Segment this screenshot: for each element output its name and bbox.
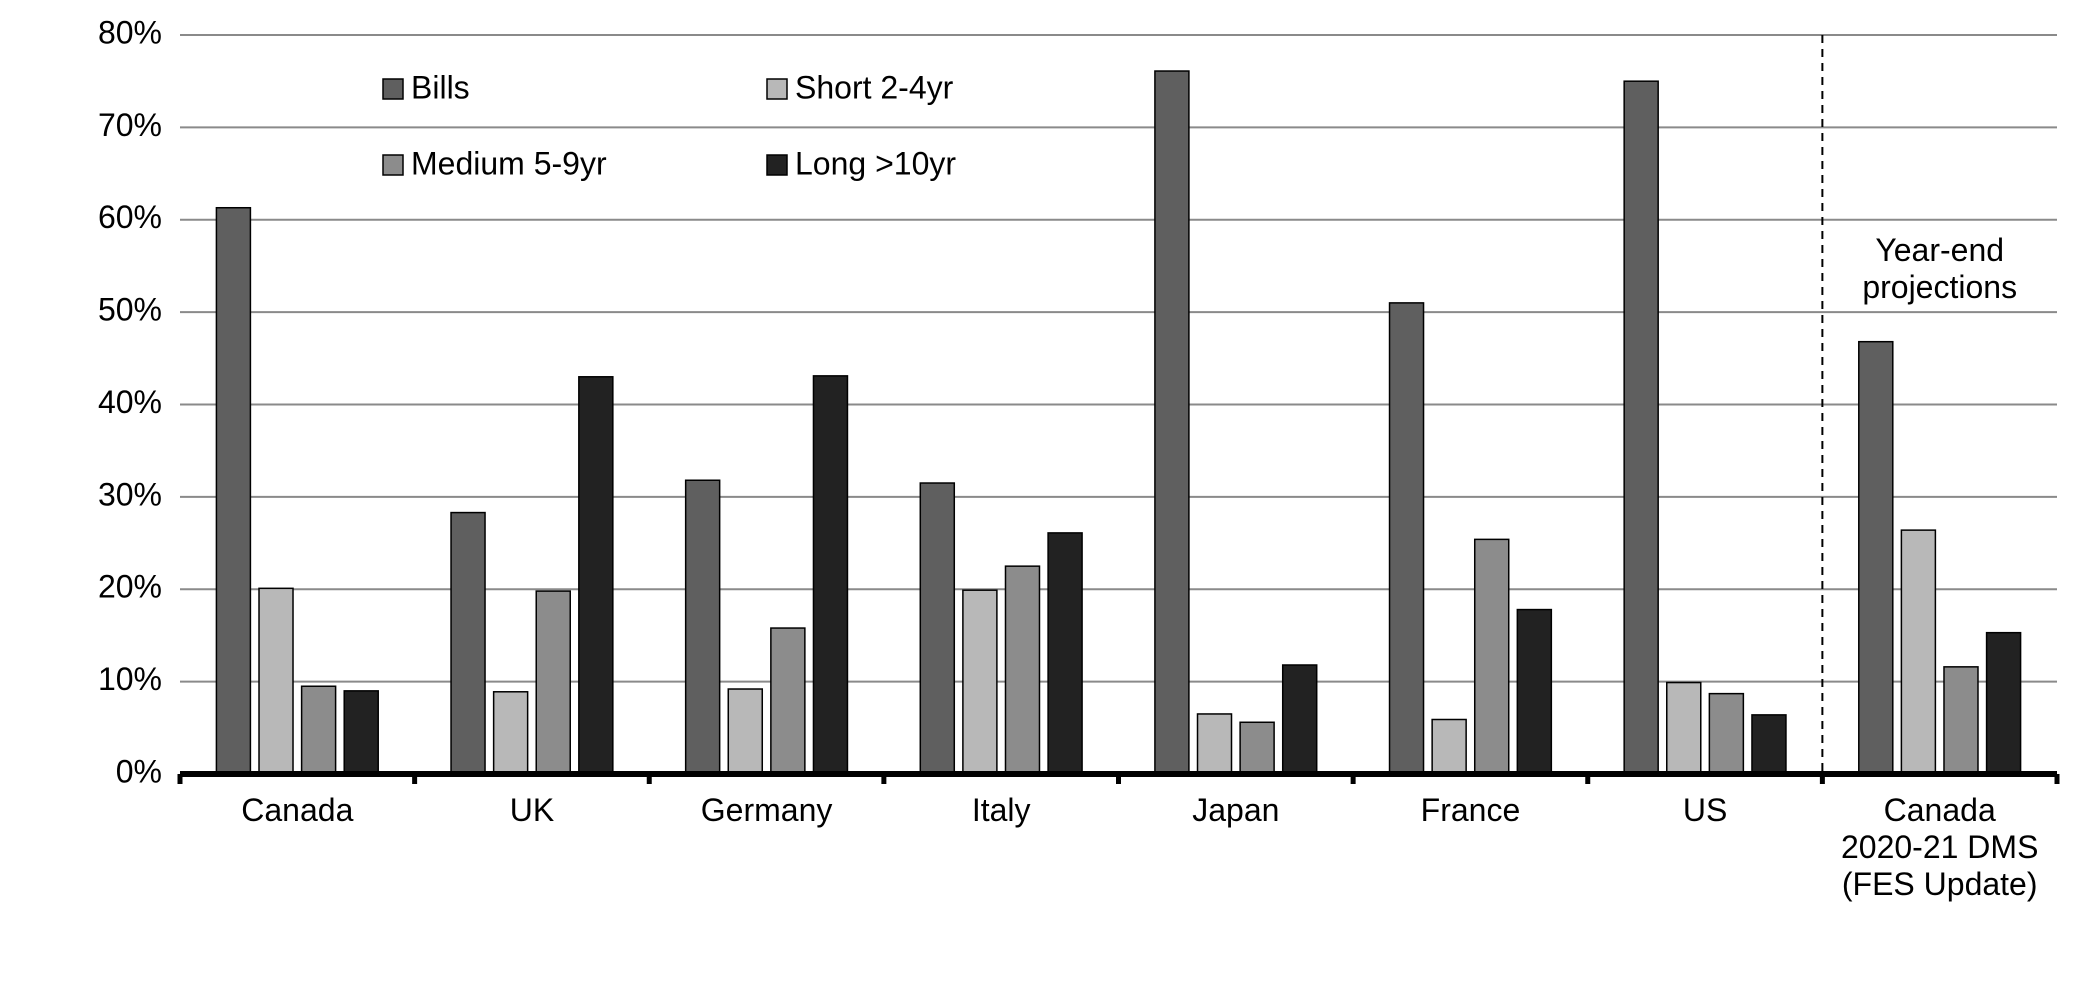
bar — [450, 511, 486, 775]
bar — [1751, 714, 1787, 775]
bar — [1154, 70, 1190, 775]
bar — [1943, 666, 1979, 775]
bar — [1708, 692, 1745, 775]
y-tick-label: 30% — [98, 476, 162, 512]
y-tick-label: 50% — [98, 292, 162, 328]
y-tick-label: 60% — [98, 199, 162, 235]
bar — [343, 690, 379, 775]
bar — [727, 688, 764, 775]
annotation: Year-end projections — [1862, 232, 2018, 305]
legend-swatch — [382, 78, 404, 100]
y-tick-label: 20% — [98, 569, 162, 605]
bar — [1623, 80, 1659, 775]
bar — [1281, 664, 1318, 775]
bar — [492, 691, 529, 775]
y-tick-label: 40% — [98, 384, 162, 420]
bar — [535, 590, 571, 775]
bar — [300, 685, 337, 775]
legend-swatch — [766, 78, 788, 100]
y-tick-label: 70% — [98, 107, 162, 143]
bar — [962, 589, 998, 775]
bar — [1431, 718, 1467, 775]
legend-label: Long >10yr — [795, 145, 956, 181]
x-tick-label: Canada 2020-21 DMS (FES Update) — [1840, 792, 2039, 902]
bar — [215, 206, 252, 775]
bar — [919, 482, 956, 775]
y-tick-label: 0% — [116, 753, 162, 789]
bar — [770, 627, 806, 775]
legend-label: Short 2-4yr — [795, 69, 954, 105]
x-tick-label: Canada — [241, 792, 354, 828]
bar — [1473, 538, 1510, 775]
x-tick-label: Japan — [1192, 792, 1280, 828]
x-tick-label: US — [1682, 792, 1728, 828]
legend-swatch — [766, 154, 788, 176]
bar — [1047, 532, 1083, 775]
bar — [1388, 302, 1425, 775]
x-tick-label: France — [1420, 792, 1521, 828]
bar — [578, 376, 614, 775]
bar — [1196, 713, 1233, 775]
x-tick-label: Italy — [971, 792, 1031, 828]
bar — [684, 479, 721, 775]
legend-label: Bills — [411, 69, 470, 105]
legend-swatch — [382, 154, 404, 176]
bar — [1900, 529, 1937, 775]
y-tick-label: 80% — [98, 14, 162, 50]
bar — [1985, 631, 2022, 775]
bar — [1516, 608, 1553, 775]
x-tick-label: Germany — [700, 792, 833, 828]
bar — [1666, 681, 1702, 775]
bar — [1239, 721, 1275, 775]
legend-label: Medium 5-9yr — [411, 145, 607, 181]
bar — [1858, 340, 1894, 775]
y-tick-label: 10% — [98, 661, 162, 697]
bar — [812, 375, 849, 775]
bar — [1004, 565, 1041, 775]
x-tick-label: UK — [509, 792, 555, 828]
bar — [258, 587, 294, 775]
